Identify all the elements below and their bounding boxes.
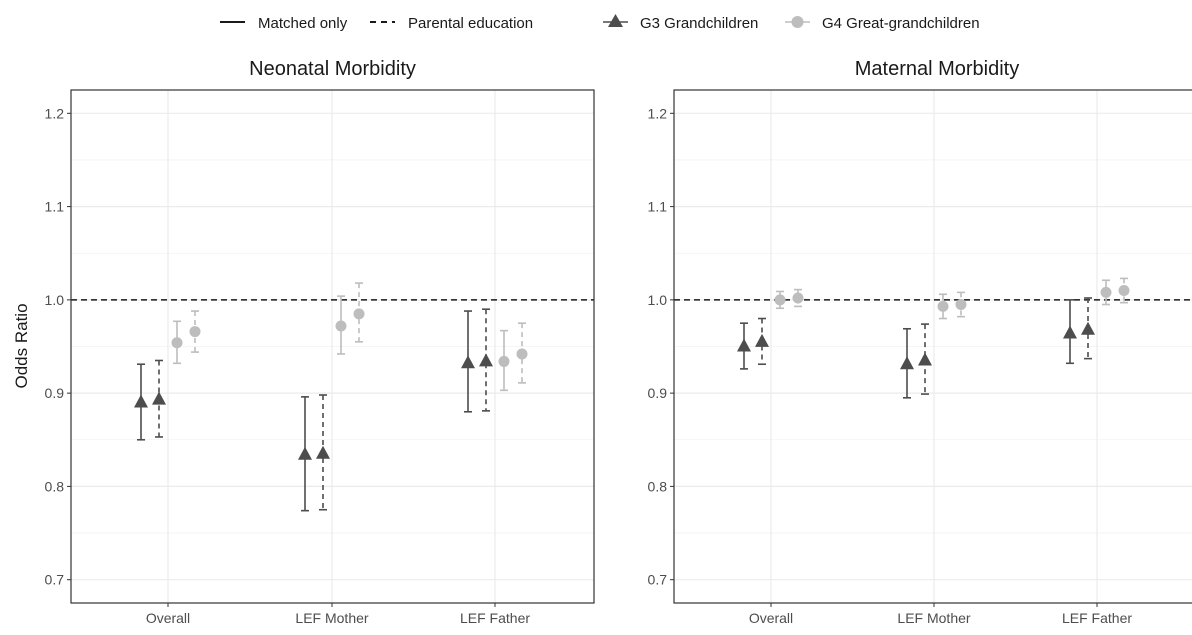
data-point-circle: [937, 300, 949, 312]
legend-label-parental-education: Parental education: [408, 15, 533, 32]
data-point-circle: [353, 308, 365, 320]
data-point-circle: [498, 355, 510, 367]
y-tick-label: 1.2: [45, 105, 65, 121]
y-tick-label: 0.9: [648, 385, 668, 401]
x-tick-label: LEF Father: [460, 610, 530, 626]
data-point-circle: [792, 292, 804, 304]
data-point-triangle: [900, 356, 914, 370]
y-tick-label: 0.8: [648, 478, 668, 494]
data-point-circle: [189, 326, 201, 338]
panel-border: [673, 89, 1192, 604]
data-point-triangle: [755, 333, 769, 347]
y-tick-label: 1.2: [648, 105, 668, 121]
panel-1: 0.7 0.8 0.9 1.0 1.1 1.2 Overall LEF Mother LEF F…: [45, 58, 595, 626]
circle-icon: [791, 16, 804, 28]
x-tick-label: LEF Father: [1062, 610, 1132, 626]
data-point-circle: [955, 299, 967, 311]
data-point-triangle: [737, 338, 751, 352]
data-point-circle: [335, 320, 347, 332]
triangle-icon: [608, 14, 623, 27]
x-tick-label: LEF Mother: [897, 610, 970, 626]
y-axis-title: Odds Ratio: [12, 303, 31, 388]
data-point-triangle: [298, 446, 312, 460]
panel-title: Maternal Morbidity: [855, 58, 1020, 80]
data-point-triangle: [316, 445, 330, 459]
error-bar: [482, 308, 490, 412]
data-point-triangle: [1063, 325, 1077, 339]
y-tick-label: 0.7: [648, 572, 668, 588]
y-tick-label: 0.9: [45, 385, 65, 401]
legend-label-matched-only: Matched only: [258, 15, 348, 32]
y-tick-label: 1.1: [45, 199, 65, 215]
y-tick-label: 1.0: [45, 292, 65, 308]
y-tick-label: 0.7: [45, 572, 65, 588]
data-point-triangle: [918, 352, 932, 366]
legend-label-g4: G4 Great-grandchildren: [822, 15, 980, 32]
data-point-circle: [1100, 286, 1112, 298]
x-tick-label: Overall: [146, 610, 190, 626]
y-tick-label: 1.0: [648, 292, 668, 308]
data-point-triangle: [134, 394, 148, 408]
error-bar: [921, 323, 929, 395]
x-tick-label: LEF Mother: [295, 610, 368, 626]
data-point-circle: [516, 348, 528, 360]
panel-title: Neonatal Morbidity: [249, 58, 416, 80]
data-point-triangle: [1081, 321, 1095, 335]
y-tick-label: 1.1: [648, 199, 668, 215]
data-point-circle: [1118, 285, 1130, 297]
legend-label-g3: G3 Grandchildren: [640, 15, 758, 32]
data-point-circle: [774, 294, 786, 306]
data-point-triangle: [461, 355, 475, 369]
data-point-triangle: [479, 353, 493, 367]
x-tick-label: Overall: [749, 610, 793, 626]
error-bar: [794, 288, 802, 308]
legend: Matched only Parental education G3 Grand…: [220, 14, 980, 32]
data-point-circle: [171, 337, 183, 349]
y-tick-label: 0.8: [45, 478, 65, 494]
data-point-triangle: [152, 391, 166, 405]
panel-2: 0.7 0.8 0.9 1.0 1.1 1.2 Overall LEF Mother LEF F…: [648, 58, 1192, 626]
panel-border: [70, 89, 595, 604]
